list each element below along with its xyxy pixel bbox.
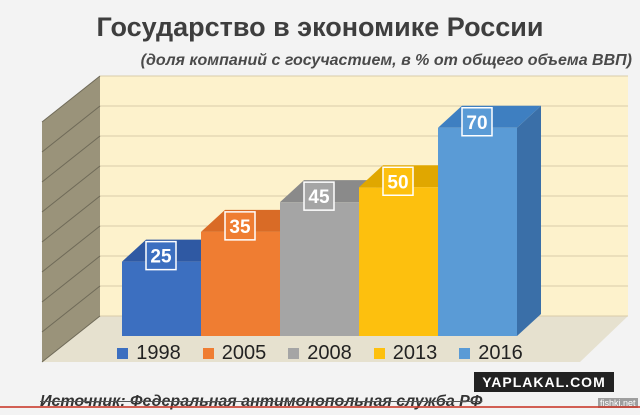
bar-front	[201, 231, 280, 336]
legend-item-2005: 2005	[202, 342, 267, 365]
data-label: 25	[150, 247, 172, 268]
legend-item-1998: 1998	[117, 342, 181, 365]
data-label-box	[303, 181, 335, 211]
data-label-box	[461, 107, 493, 137]
legend-label: 2008	[307, 342, 352, 364]
data-label: 45	[308, 187, 330, 208]
gridline-side	[41, 165, 101, 213]
gridline-side	[41, 75, 101, 123]
data-label-box	[145, 240, 177, 271]
legend-label: 2005	[221, 342, 267, 364]
chart-bars: 25 35 45 50 70	[122, 105, 541, 336]
watermark-small: fishki.net	[598, 398, 638, 408]
legend-swatch	[373, 348, 385, 359]
data-label-box	[382, 166, 414, 196]
legend-label: 2013	[392, 342, 438, 364]
bar-2005: 35	[201, 209, 304, 336]
chart-title: Государство в экономике России	[96, 12, 544, 42]
data-label: 50	[387, 172, 408, 193]
data-label: 70	[466, 113, 487, 134]
bar-side	[517, 105, 541, 336]
gridline-side	[41, 195, 101, 243]
legend-label: 1998	[136, 342, 181, 364]
bar-front	[438, 127, 517, 336]
data-label-box	[224, 211, 256, 241]
watermark-badge[interactable]: YAPLAKAL.COM	[474, 372, 614, 392]
gridline-side	[41, 315, 101, 363]
legend-item-2008: 2008	[288, 342, 352, 365]
bar-front	[122, 261, 201, 336]
bar-front	[359, 187, 438, 336]
legend-item-2013: 2013	[373, 342, 438, 365]
legend-swatch	[117, 348, 129, 359]
gridline-side	[41, 135, 101, 183]
gridline-side	[41, 285, 101, 333]
data-label: 35	[229, 217, 251, 238]
gridline-side	[41, 105, 101, 153]
chart-legend: 1998 2005 2008 2013 2016	[0, 342, 640, 365]
legend-item-2016: 2016	[459, 342, 523, 365]
legend-swatch	[202, 348, 214, 359]
legend-swatch	[459, 348, 471, 359]
source-note: Источник: Федеральная антимонопольная сл…	[40, 393, 483, 410]
gridline-side	[41, 255, 101, 303]
bar-front	[280, 202, 359, 336]
gridline-side	[41, 225, 101, 273]
bar-2016: 70	[438, 105, 541, 336]
bottom-divider	[0, 406, 640, 408]
legend-label: 2016	[478, 342, 523, 364]
chart-subtitle: (доля компаний с госучастием, в % от общ…	[140, 52, 632, 69]
legend-swatch	[288, 348, 300, 359]
